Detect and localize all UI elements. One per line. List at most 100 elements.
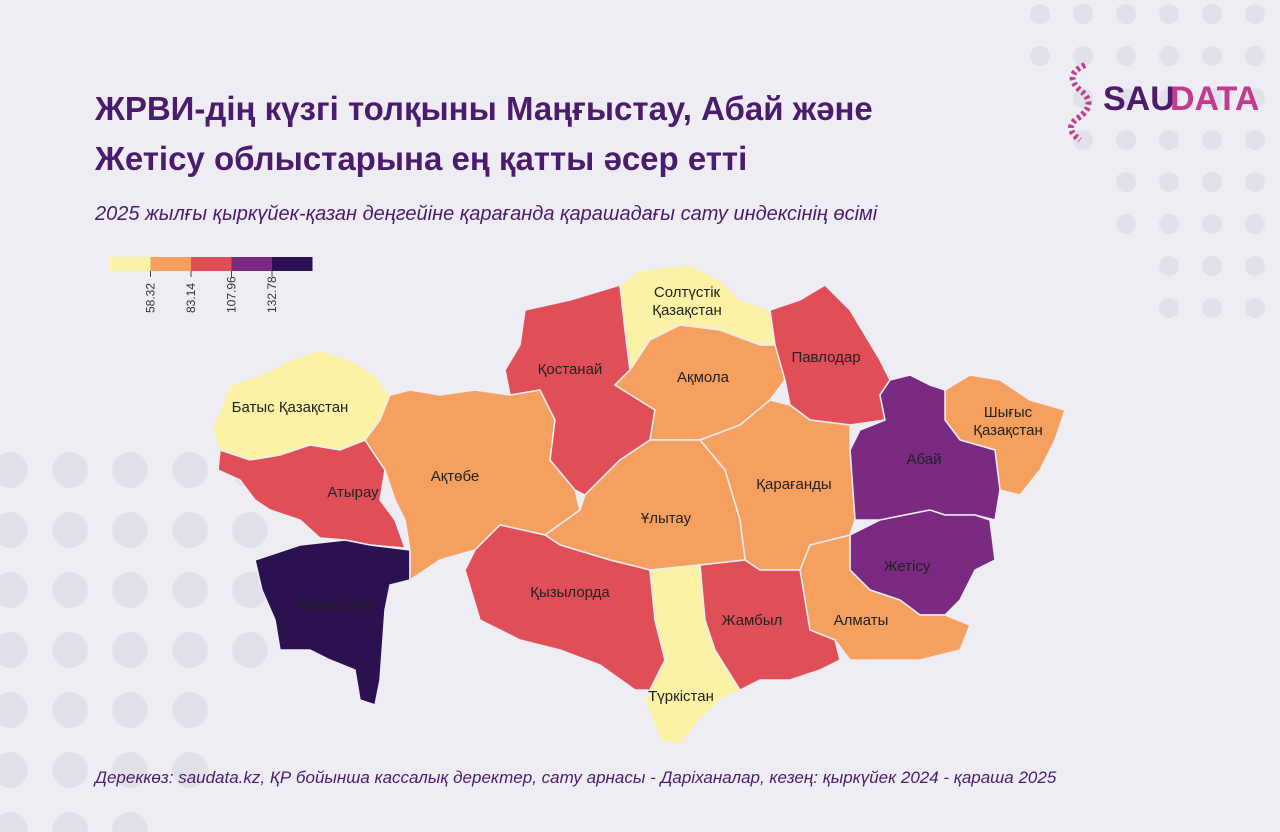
dot: [1245, 298, 1265, 318]
dot: [232, 632, 268, 668]
dot: [1245, 4, 1265, 24]
dot: [1073, 46, 1093, 66]
dot: [1159, 172, 1179, 192]
dot: [1202, 88, 1222, 108]
dot: [1202, 172, 1222, 192]
region-label: Солтүстік Қазақстан: [652, 284, 722, 319]
legend-swatch: [150, 257, 191, 271]
dot: [1159, 298, 1179, 318]
dot: [112, 512, 148, 548]
region-label: Алматы: [834, 612, 889, 629]
map: Батыс Қазақстан Атырау Маңғыстау Ақтөбе Қост…: [211, 264, 1066, 746]
dot: [0, 812, 28, 832]
legend-swatch: [272, 257, 313, 271]
dot: [1116, 214, 1136, 234]
dot: [1116, 130, 1136, 150]
region-label: Жетісу: [884, 558, 931, 575]
region: [699, 559, 841, 691]
dot: [1245, 172, 1265, 192]
region-label: Ақмола: [677, 369, 730, 386]
region-label: Абай: [907, 451, 942, 468]
dot: [1116, 88, 1136, 108]
logo-text: SAU: [1103, 80, 1175, 118]
dot: [1202, 214, 1222, 234]
dot: [112, 752, 148, 788]
dot: [0, 692, 28, 728]
dot: [1202, 130, 1222, 150]
dot: [52, 512, 88, 548]
region-label: Қостанай: [538, 361, 603, 378]
title: ЖРВИ-дің күзгі толқыны Маңғыстау, Абай ж…: [94, 90, 873, 127]
region-label: Ақтөбе: [431, 468, 480, 485]
dot: [0, 452, 28, 488]
region-label: Батыс Қазақстан: [232, 399, 349, 416]
legend-swatch: [191, 257, 232, 271]
dot: [1030, 46, 1050, 66]
logo: SAU DATA: [1068, 62, 1259, 143]
region-label: Атырау: [327, 484, 379, 501]
dot: [1245, 256, 1265, 276]
dot: [1245, 130, 1265, 150]
dot: [52, 632, 88, 668]
region: [364, 389, 581, 582]
title: Жетісу облыстарына ең қатты әсер етті: [94, 140, 747, 177]
region-label: Жамбыл: [722, 612, 783, 629]
dot: [1073, 4, 1093, 24]
dot: [0, 512, 28, 548]
dot: [112, 812, 148, 832]
dot: [1159, 46, 1179, 66]
subtitle: 2025 жылғы қыркүйек-қазан деңгейіне қара…: [94, 203, 878, 225]
region-label: Қызылорда: [530, 584, 610, 601]
dot: [112, 692, 148, 728]
dot: [1116, 172, 1136, 192]
dot: [52, 572, 88, 608]
region-label: Шығыс Қазақстан: [973, 404, 1043, 439]
dot: [52, 692, 88, 728]
dot: [1116, 4, 1136, 24]
dot: [52, 812, 88, 832]
dot: [52, 752, 88, 788]
dot: [232, 572, 268, 608]
dot: [52, 452, 88, 488]
dot: [1202, 298, 1222, 318]
legend-tick-label: 58.32: [144, 283, 158, 313]
dot: [1202, 256, 1222, 276]
dot: [1030, 4, 1050, 24]
logo-icon: [1068, 62, 1092, 143]
dot: [172, 632, 208, 668]
dot: [1159, 256, 1179, 276]
region: [254, 539, 411, 706]
region-label: Павлодар: [791, 349, 860, 366]
dot: [172, 512, 208, 548]
legend-swatch: [110, 257, 151, 271]
dot: [0, 572, 28, 608]
dot: [1245, 88, 1265, 108]
region-label: Түркістан: [648, 688, 714, 705]
dot: [1202, 46, 1222, 66]
dot: [1245, 214, 1265, 234]
dot: [1202, 4, 1222, 24]
region-label: Ұлытау: [641, 510, 692, 527]
region: [217, 439, 407, 549]
dot: [0, 632, 28, 668]
region-label: Қарағанды: [756, 476, 831, 493]
dot: [172, 752, 208, 788]
dot: [112, 572, 148, 608]
dot: [1159, 130, 1179, 150]
dot: [112, 452, 148, 488]
dot: [1245, 46, 1265, 66]
source: Дереккөз: saudata.kz, ҚР бойынша кассалы…: [93, 768, 1057, 787]
dot: [1159, 88, 1179, 108]
legend-tick-label: 83.14: [184, 283, 198, 313]
dot: [0, 752, 28, 788]
dot: [232, 512, 268, 548]
dot: [1159, 214, 1179, 234]
region-label: Маңғыстау: [297, 596, 373, 613]
legend: 58.32 83.14 107.96 132.78: [110, 257, 313, 313]
legend-tick-label: 107.96: [225, 276, 239, 313]
dot: [172, 692, 208, 728]
dot: [1116, 46, 1136, 66]
dot: [172, 572, 208, 608]
legend-swatch: [231, 257, 272, 271]
